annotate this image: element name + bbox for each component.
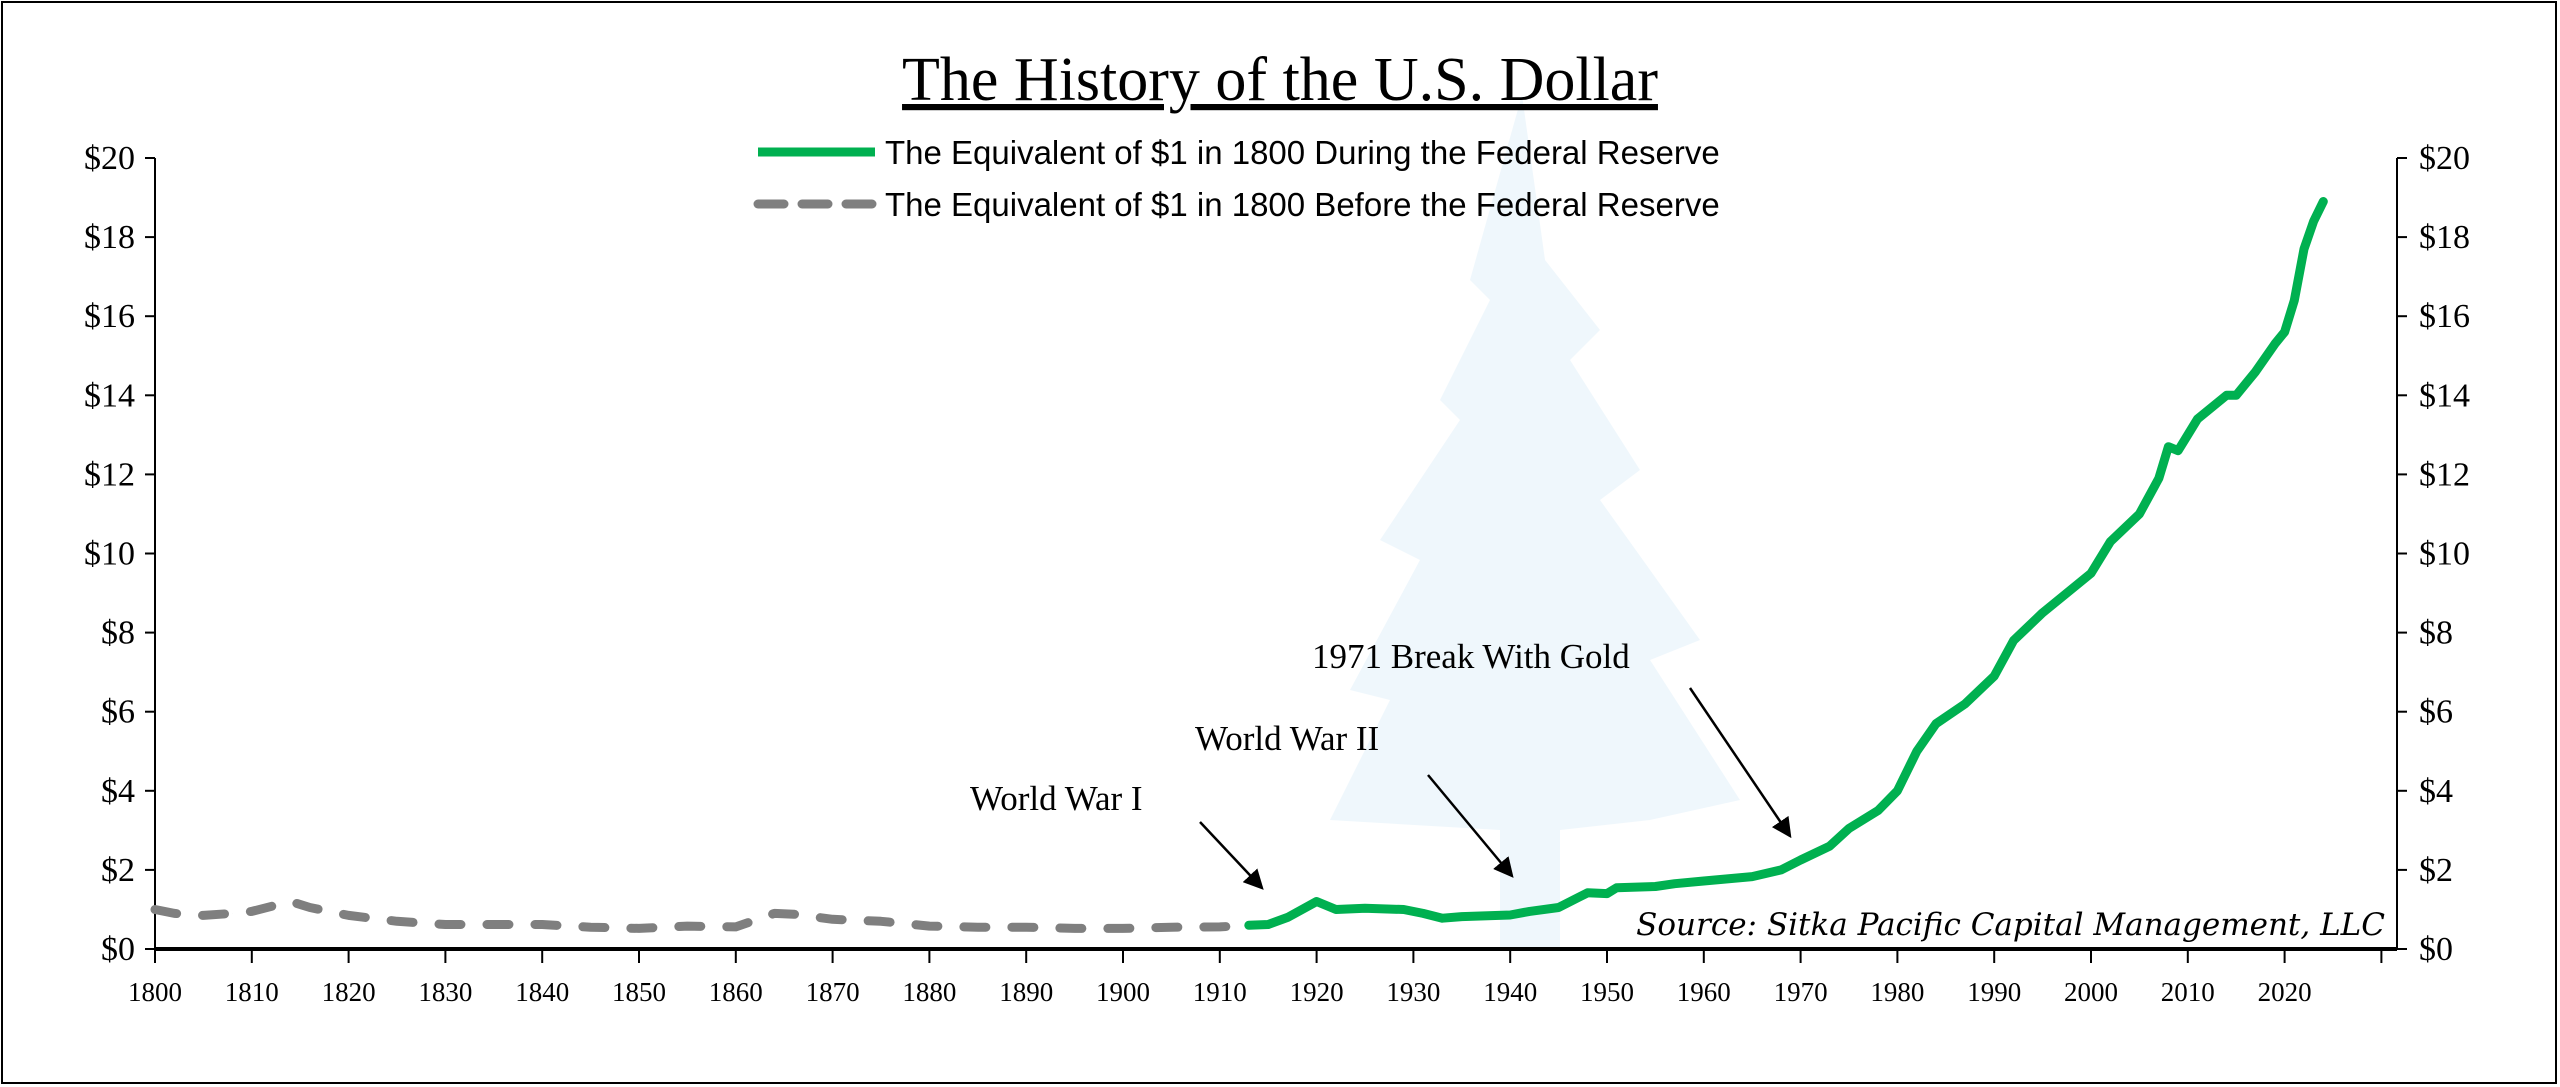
x-tick-label: 1860 (709, 977, 763, 1007)
y-tick-label-right: $14 (2419, 377, 2470, 414)
x-tick-label: 1910 (1193, 977, 1247, 1007)
series-lines (150, 197, 2328, 933)
tree-watermark-shape (1330, 95, 1740, 949)
x-tick-label: 1820 (322, 977, 376, 1007)
y-tick-label-right: $12 (2419, 456, 2470, 493)
y-tick-label-right: $6 (2419, 694, 2453, 731)
y-tick-label-left: $6 (101, 694, 135, 731)
annotation-break-with-gold: 1971 Break With Gold (1312, 637, 1630, 676)
legend-label-during-fed: The Equivalent of $1 in 1800 During the … (885, 134, 1720, 171)
x-tick-label: 1920 (1290, 977, 1344, 1007)
x-tick-label: 1880 (902, 977, 956, 1007)
x-tick-label: 2020 (2258, 977, 2312, 1007)
y-tick-label-right: $10 (2419, 536, 2470, 573)
annotations: World War I World War II 1971 Break With… (970, 637, 1792, 890)
x-tick-label: 1980 (1870, 977, 1924, 1007)
y-tick-label-left: $14 (84, 377, 135, 414)
x-tick-label: 1810 (225, 977, 279, 1007)
x-tick-label: 1830 (418, 977, 472, 1007)
x-tick-label: 1960 (1677, 977, 1731, 1007)
x-tick-label: 1840 (515, 977, 569, 1007)
y-tick-label-left: $12 (84, 456, 135, 493)
y-tick-label-right: $20 (2419, 140, 2470, 177)
y-tick-label-left: $0 (101, 931, 135, 968)
y-tick-label-right: $16 (2419, 298, 2470, 335)
x-tick-label: 1970 (1774, 977, 1828, 1007)
y-tick-label-right: $18 (2419, 219, 2470, 256)
y-tick-label-right: $0 (2419, 931, 2453, 968)
series-line-before-fed (150, 897, 1254, 933)
x-tick-label: 1990 (1967, 977, 2021, 1007)
y-tick-label-left: $20 (84, 140, 135, 177)
legend-label-before-fed: The Equivalent of $1 in 1800 Before the … (885, 186, 1720, 223)
axes: $0 $0 $2 $2 $4 $4 $6 $6 $8 $8 $10 $10 $12 $12 $14 $14 $1… (84, 140, 2470, 1007)
x-tick-label: 1930 (1386, 977, 1440, 1007)
y-tick-label-left: $10 (84, 536, 135, 573)
y-tick-label-left: $4 (101, 773, 135, 810)
tree-watermark-icon (1330, 95, 1740, 949)
x-tick-label: 1800 (128, 977, 182, 1007)
x-tick-label: 1870 (806, 977, 860, 1007)
annotation-arrow-world-war-2 (1427, 774, 1514, 878)
annotation-world-war-1: World War I (970, 779, 1143, 818)
x-tick-label: 1950 (1580, 977, 1634, 1007)
annotation-arrow-break-with-gold (1688, 687, 1792, 839)
y-tick-label-left: $2 (101, 852, 135, 889)
x-tick-label: 1900 (1096, 977, 1150, 1007)
y-tick-label-left: $8 (101, 615, 135, 652)
y-tick-label-left: $18 (84, 219, 135, 256)
series-line-during-fed (1244, 197, 2328, 930)
x-tick-label: 1850 (612, 977, 666, 1007)
legend: The Equivalent of $1 in 1800 During the … (753, 134, 1720, 223)
chart-title: The History of the U.S. Dollar (902, 46, 1658, 114)
x-tick-label: 2000 (2064, 977, 2118, 1007)
annotation-arrow-world-war-1 (1199, 821, 1264, 890)
annotation-world-war-2: World War II (1195, 719, 1379, 758)
y-tick-label-right: $2 (2419, 852, 2453, 889)
x-tick-label: 1890 (999, 977, 1053, 1007)
y-tick-label-right: $8 (2419, 615, 2453, 652)
y-tick-label-left: $16 (84, 298, 135, 335)
y-tick-label-right: $4 (2419, 773, 2453, 810)
x-tick-label: 1940 (1483, 977, 1537, 1007)
source-note: Source: Sitka Pacific Capital Management… (1636, 907, 2385, 943)
x-tick-label: 2010 (2161, 977, 2215, 1007)
